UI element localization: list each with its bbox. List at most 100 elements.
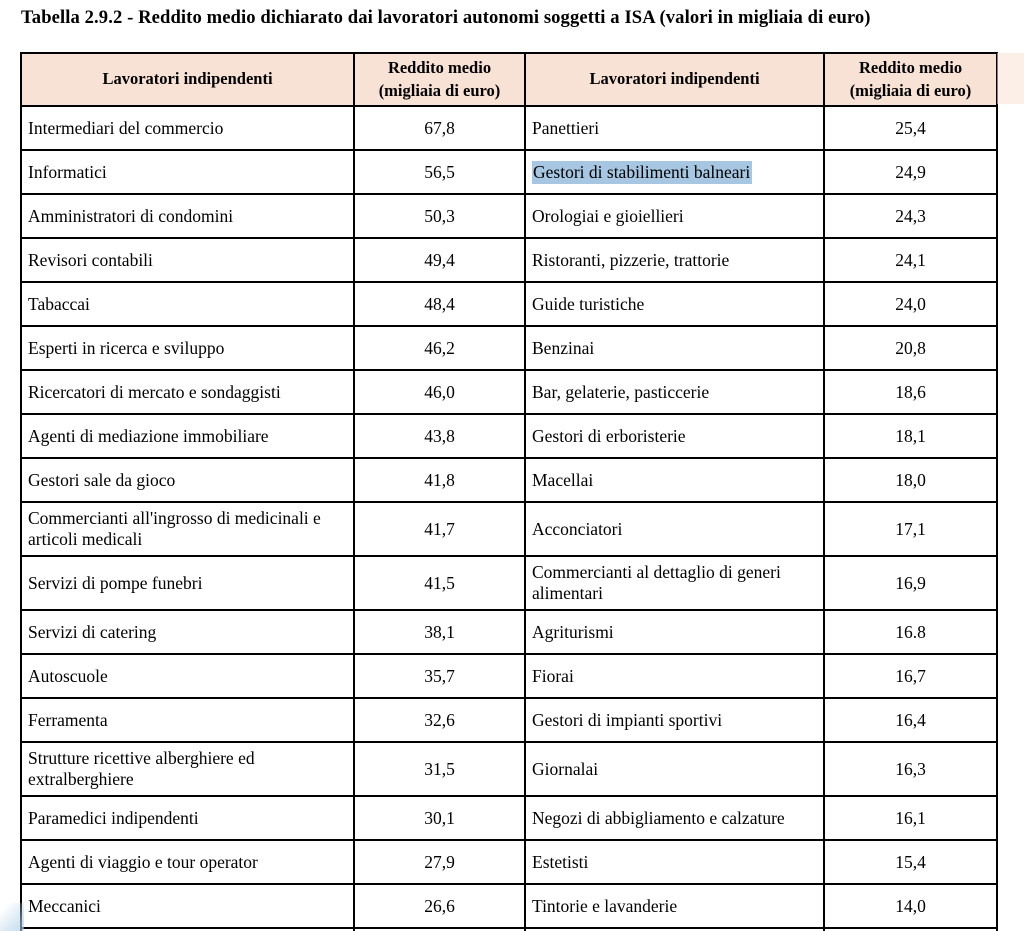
occupation-cell: Agenti di viaggio e tour operator: [20, 839, 355, 885]
income-cell: 24,9: [823, 149, 998, 195]
table-row: Commercianti all'ingrosso di medicinali …: [20, 501, 998, 557]
occupation-cell: Intermediari del commercio: [20, 105, 355, 151]
income-cell: 24,1: [823, 237, 998, 283]
table-header-row: Lavoratori indipendenti Reddito medio (m…: [20, 52, 998, 107]
income-cell: 16,7: [823, 653, 998, 699]
income-cell: 50,3: [353, 193, 526, 239]
income-cell: 30,1: [353, 795, 526, 841]
income-cell: 43,8: [353, 413, 526, 459]
income-cell: 15,4: [823, 839, 998, 885]
table-row: Ferramenta 32,6 Gestori di impianti sporti…: [20, 697, 998, 743]
occupation-cell: Orologiai e gioiellieri: [524, 193, 825, 239]
table-row: Agenti di viaggio e tour operator 27,9 Est…: [20, 839, 998, 885]
table-row-partial: [20, 927, 998, 931]
table-row: Informatici 56,5 Gestori di stabilimenti b…: [20, 149, 998, 195]
income-cell: 41,5: [353, 555, 526, 611]
income-cell: 31,5: [353, 741, 526, 797]
table-row: Paramedici indipendenti 30,1 Negozi di abb…: [20, 795, 998, 841]
income-cell: 24,0: [823, 281, 998, 327]
occupation-cell: Servizi di pompe funebri: [20, 555, 355, 611]
occupation-cell: Panettieri: [524, 105, 825, 151]
table-row: Servizi di pompe funebri 41,5 Commercianti…: [20, 555, 998, 611]
empty-cell: [823, 927, 998, 931]
table-row: Amministratori di condomini 50,3 Orologiai…: [20, 193, 998, 239]
table-row: Esperti in ricerca e sviluppo 46,2 Benzina…: [20, 325, 998, 371]
occupation-cell: Autoscuole: [20, 653, 355, 699]
income-cell: 67,8: [353, 105, 526, 151]
occupation-cell: Commercianti all'ingrosso di medicinali …: [20, 501, 355, 557]
income-cell: 18,0: [823, 457, 998, 503]
income-cell: 17,1: [823, 501, 998, 557]
occupation-cell: Ristoranti, pizzerie, trattorie: [524, 237, 825, 283]
occupation-cell: Ferramenta: [20, 697, 355, 743]
income-cell: 16,4: [823, 697, 998, 743]
income-cell: 16,3: [823, 741, 998, 797]
table-row: Gestori sale da gioco 41,8 Macellai 18,0: [20, 457, 998, 503]
page-corner-artifact: [0, 903, 24, 931]
occupation-cell: Fiorai: [524, 653, 825, 699]
occupation-cell: Esperti in ricerca e sviluppo: [20, 325, 355, 371]
income-cell: 24,3: [823, 193, 998, 239]
table-row: Strutture ricettive alberghiere ed extra…: [20, 741, 998, 797]
occupation-cell: Gestori di stabilimenti balneari: [524, 149, 825, 195]
occupation-cell: Negozi di abbigliamento e calzature: [524, 795, 825, 841]
table-header: Lavoratori indipendenti Reddito medio (m…: [20, 52, 998, 107]
occupation-cell: Gestori di impianti sportivi: [524, 697, 825, 743]
occupation-cell: Revisori contabili: [20, 237, 355, 283]
income-cell: 35,7: [353, 653, 526, 699]
income-table: Lavoratori indipendenti Reddito medio (m…: [20, 52, 998, 931]
selected-text-highlight: Gestori di stabilimenti balneari: [532, 160, 753, 184]
table-row: Autoscuole 35,7 Fiorai 16,7: [20, 653, 998, 699]
empty-cell: [524, 927, 825, 931]
occupation-cell: Tabaccai: [20, 281, 355, 327]
income-cell: 32,6: [353, 697, 526, 743]
income-cell: 26,6: [353, 883, 526, 929]
income-cell: 16,9: [823, 555, 998, 611]
income-cell: 56,5: [353, 149, 526, 195]
occupation-cell: Agriturismi: [524, 609, 825, 655]
income-cell: 38,1: [353, 609, 526, 655]
occupation-cell: Estetisti: [524, 839, 825, 885]
table-row: Meccanici 26,6 Tintorie e lavanderie 14,0: [20, 883, 998, 929]
occupation-cell: Giornalai: [524, 741, 825, 797]
column-header-occupation-left: Lavoratori indipendenti: [20, 52, 355, 107]
table-title: Tabella 2.9.2 - Reddito medio dichiarato…: [21, 7, 871, 28]
table-row: Agenti di mediazione immobiliare 43,8 Gest…: [20, 413, 998, 459]
table-row: Intermediari del commercio 67,8 Panettieri…: [20, 105, 998, 151]
empty-cell: [353, 927, 526, 931]
occupation-cell: Informatici: [20, 149, 355, 195]
table-row: Revisori contabili 49,4 Ristoranti, pizzer…: [20, 237, 998, 283]
income-cell: 20,8: [823, 325, 998, 371]
occupation-cell: Gestori sale da gioco: [20, 457, 355, 503]
occupation-cell: Gestori di erboristerie: [524, 413, 825, 459]
income-cell: 18,1: [823, 413, 998, 459]
occupation-cell: Acconciatori: [524, 501, 825, 557]
table-row: Servizi di catering 38,1 Agriturismi 16.8: [20, 609, 998, 655]
occupation-cell: Strutture ricettive alberghiere ed extra…: [20, 741, 355, 797]
income-cell: 27,9: [353, 839, 526, 885]
occupation-cell: Servizi di catering: [20, 609, 355, 655]
table-row: Tabaccai 48,4 Guide turistiche 24,0: [20, 281, 998, 327]
income-cell: 16.8: [823, 609, 998, 655]
income-cell: 49,4: [353, 237, 526, 283]
occupation-cell: Ricercatori di mercato e sondaggisti: [20, 369, 355, 415]
income-cell: 25,4: [823, 105, 998, 151]
column-header-occupation-right: Lavoratori indipendenti: [524, 52, 825, 107]
occupation-cell: Agenti di mediazione immobiliare: [20, 413, 355, 459]
occupation-cell: Guide turistiche: [524, 281, 825, 327]
column-header-income-left: Reddito medio (migliaia di euro): [353, 52, 526, 107]
income-cell: 14,0: [823, 883, 998, 929]
occupation-cell: Tintorie e lavanderie: [524, 883, 825, 929]
header-background-bleed: [997, 53, 1024, 104]
occupation-cell: Benzinai: [524, 325, 825, 371]
occupation-cell: Macellai: [524, 457, 825, 503]
occupation-cell: Bar, gelaterie, pasticcerie: [524, 369, 825, 415]
table-row: Ricercatori di mercato e sondaggisti 46,0…: [20, 369, 998, 415]
column-header-income-right: Reddito medio (migliaia di euro): [823, 52, 998, 107]
occupation-cell: Commercianti al dettaglio di generi alim…: [524, 555, 825, 611]
income-cell: 48,4: [353, 281, 526, 327]
income-cell: 18,6: [823, 369, 998, 415]
income-cell: 41,7: [353, 501, 526, 557]
income-cell: 16,1: [823, 795, 998, 841]
